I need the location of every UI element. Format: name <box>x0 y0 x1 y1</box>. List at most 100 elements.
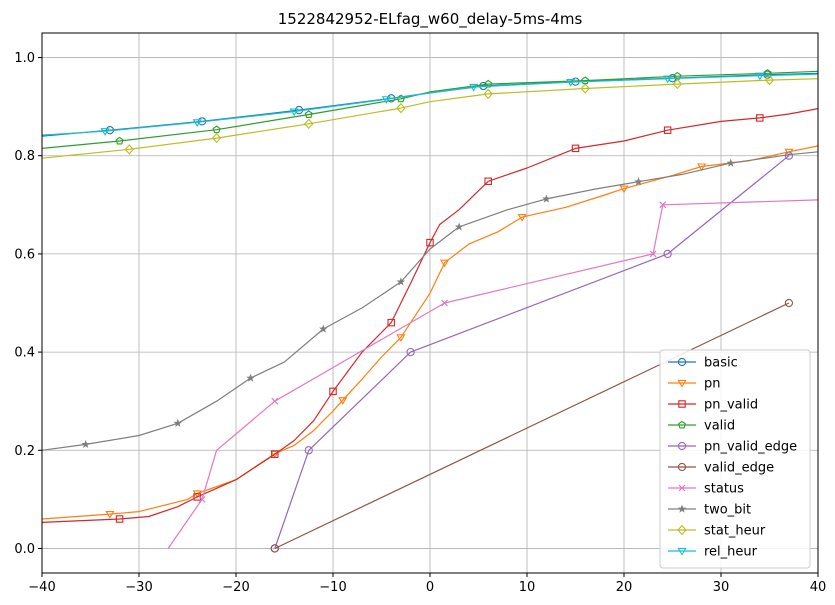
data-point-pn-valid <box>756 114 764 122</box>
legend-label: valid_edge <box>704 461 774 476</box>
legend-marker <box>677 524 687 536</box>
data-point-two-bit <box>454 222 464 231</box>
series-line-valid-edge <box>274 302 790 550</box>
chart-title: 1522842952-ELfag_w60_delay-5ms-4ms <box>278 10 583 29</box>
series-line-pn-valid <box>41 108 819 523</box>
series-layer <box>41 68 819 553</box>
data-point-stat-heur <box>764 74 775 86</box>
data-point-status <box>198 495 206 503</box>
data-point-pn <box>619 185 629 194</box>
legend-marker <box>677 420 687 429</box>
data-point-pn-valid <box>115 515 124 523</box>
legend-label: status <box>704 482 744 497</box>
data-point-pn-valid <box>387 318 395 327</box>
series-stat-heur <box>41 74 819 159</box>
data-point-pn-valid-edge <box>663 249 672 259</box>
y-tick-label: 1.0 <box>14 51 35 66</box>
data-point-status <box>271 397 279 405</box>
data-point-pn-valid <box>484 177 492 186</box>
data-point-rel-heur <box>663 75 673 84</box>
data-point-two-bit <box>726 158 735 167</box>
data-point-two-bit <box>246 373 255 382</box>
data-point-rel-heur <box>289 108 299 117</box>
data-point-pn <box>396 334 406 343</box>
data-point-valid <box>763 68 772 77</box>
legend-marker <box>677 379 687 388</box>
data-point-pn-valid <box>571 144 580 153</box>
legend-label: valid <box>704 419 735 434</box>
x-axis: −40 −30 −20 −10 0 10 20 30 40 <box>28 573 826 595</box>
legend-item-rel-heur: rel_heur <box>668 545 758 560</box>
series-line-stat-heur <box>41 78 819 159</box>
legend-marker <box>678 484 686 492</box>
series-valid-edge <box>270 298 794 553</box>
series-valid <box>41 68 819 149</box>
x-tick-label: −30 <box>125 580 152 595</box>
series-line-rel-heur <box>41 73 819 136</box>
y-tick-label: 0.8 <box>14 149 35 164</box>
legend-label: pn_valid <box>704 398 758 413</box>
data-point-pn-valid <box>663 126 672 134</box>
data-point-two-bit <box>319 324 328 333</box>
series-rel-heur <box>41 72 819 136</box>
series-line-status <box>167 199 819 549</box>
legend-marker <box>677 462 687 472</box>
y-tick-label: 0.2 <box>14 444 35 459</box>
data-point-stat-heur <box>304 118 314 130</box>
x-tick-label: −10 <box>319 580 346 595</box>
data-point-two-bit <box>81 439 90 448</box>
series-pn-valid <box>41 108 819 523</box>
legend-box <box>659 349 811 569</box>
x-tick-label: 40 <box>810 580 827 595</box>
data-point-two-bit <box>396 277 406 286</box>
legend-label: pn_valid_edge <box>704 440 797 455</box>
data-point-pn-valid-edge <box>406 347 415 357</box>
series-line-pn-valid-edge <box>274 155 790 549</box>
data-point-pn <box>439 259 450 268</box>
legend-item-pn-valid-edge: pn_valid_edge <box>668 440 797 455</box>
legend-label: stat_heur <box>704 524 766 539</box>
data-point-pn <box>697 163 707 172</box>
data-point-valid <box>304 110 313 118</box>
data-point-stat-heur <box>211 132 222 144</box>
data-point-status <box>441 299 448 307</box>
data-point-status <box>659 201 667 209</box>
data-point-valid <box>115 136 124 145</box>
legend-label: two_bit <box>704 503 751 518</box>
data-point-pn-valid <box>426 238 434 247</box>
legend-marker <box>677 357 687 367</box>
data-point-two-bit <box>173 418 183 427</box>
y-tick-label: 0.0 <box>14 542 35 557</box>
data-point-stat-heur <box>483 88 493 100</box>
y-axis: 0.0 0.2 0.4 0.6 0.8 1.0 <box>14 51 42 557</box>
x-tick-label: 0 <box>426 580 434 595</box>
x-tick-label: 10 <box>519 580 536 595</box>
data-point-stat-heur <box>672 78 683 90</box>
data-point-stat-heur <box>580 83 590 94</box>
legend-item-valid: valid <box>668 419 735 434</box>
legend-marker <box>677 441 687 451</box>
series-two-bit <box>41 151 819 451</box>
x-tick-label: −20 <box>222 580 249 595</box>
data-point-valid <box>212 125 221 134</box>
data-point-rel-heur <box>566 79 576 87</box>
data-point-pn <box>517 214 527 222</box>
legend-item-pn-valid: pn_valid <box>668 398 758 413</box>
legend-marker <box>678 400 686 408</box>
data-point-two-bit <box>634 177 643 186</box>
legend-marker <box>677 547 687 556</box>
legend-label: pn <box>704 377 721 392</box>
y-tick-label: 0.4 <box>14 346 35 361</box>
series-line-two-bit <box>41 151 819 451</box>
series-status <box>167 199 819 549</box>
legend-item-status: status <box>668 482 744 497</box>
data-point-valid-edge <box>270 544 279 553</box>
data-point-pn-valid <box>329 387 337 396</box>
x-tick-label: 20 <box>616 580 633 595</box>
data-point-rel-heur <box>100 128 110 136</box>
legend-item-two-bit: two_bit <box>668 503 751 518</box>
data-point-stat-heur <box>396 102 406 114</box>
data-point-rel-heur <box>381 96 391 104</box>
legend-item-basic: basic <box>668 356 738 371</box>
